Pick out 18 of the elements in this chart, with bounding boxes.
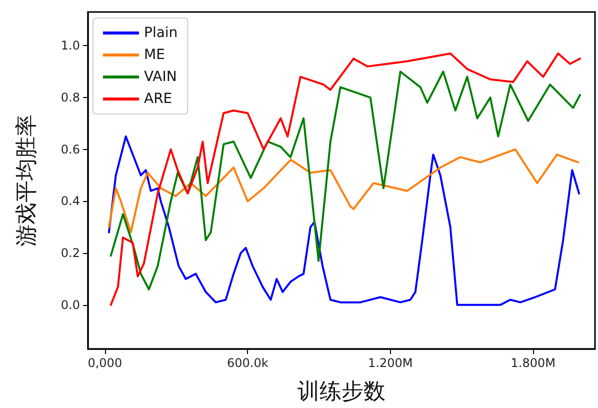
legend-label: ME bbox=[144, 47, 165, 63]
y-axis-title: 游戏平均胜率 bbox=[14, 114, 40, 246]
x-tick-label: 1.800M bbox=[510, 356, 556, 370]
y-tick-label: 0.8 bbox=[60, 90, 80, 105]
y-tick-label: 0.6 bbox=[60, 142, 80, 156]
y-tick-label: 0.0 bbox=[60, 298, 80, 312]
legend-label: VAIN bbox=[144, 69, 177, 85]
line-series bbox=[108, 135, 580, 306]
y-tick-label: 1.0 bbox=[60, 38, 80, 53]
x-tick-label: 600.0k bbox=[226, 356, 268, 370]
y-tick-label: 0.2 bbox=[60, 246, 80, 260]
legend-label: Plain bbox=[144, 25, 178, 41]
x-tick-label: 0,000 bbox=[88, 356, 122, 370]
x-tick-label: 1.200M bbox=[368, 356, 413, 370]
line-series bbox=[108, 148, 580, 234]
x-axis-title: 训练步数 bbox=[298, 380, 386, 404]
y-tick-label: 0.4 bbox=[60, 194, 80, 208]
legend-label: ARE bbox=[144, 91, 172, 107]
